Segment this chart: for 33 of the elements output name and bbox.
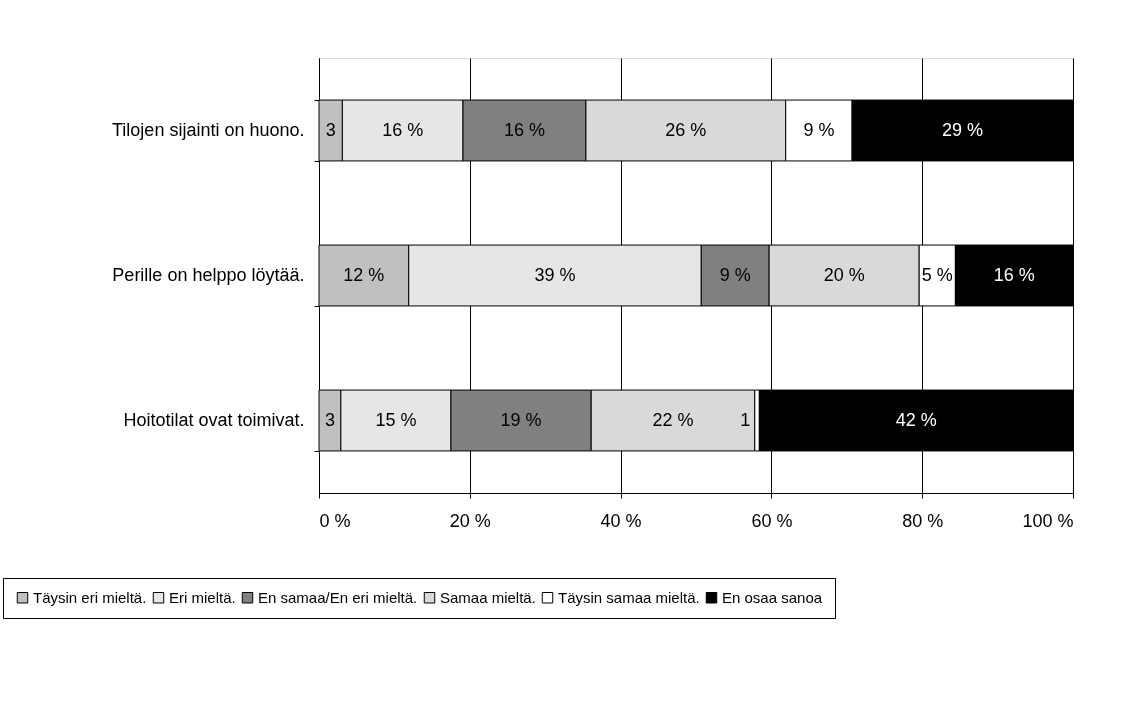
data-label: 5 %: [921, 264, 953, 285]
legend-label: Samaa mieltä.: [440, 588, 536, 606]
data-label: 16 %: [382, 119, 424, 140]
y-tick-label: Tilojen sijainti on huono.: [112, 120, 305, 140]
data-label: 26 %: [665, 119, 707, 140]
data-label: 3: [324, 409, 335, 430]
legend-label: Täysin samaa mieltä.: [558, 588, 700, 606]
data-label: 42 %: [895, 409, 937, 430]
data-label: 3: [325, 119, 336, 140]
data-label: 16 %: [993, 264, 1035, 285]
legend-label: Eri mieltä.: [169, 588, 236, 606]
legend-label: En samaa/En eri mieltä.: [258, 588, 418, 606]
x-tick-label: 100 %: [1022, 510, 1074, 531]
legend-label: Täysin eri mieltä.: [33, 588, 147, 606]
legend-label: En osaa sanoa: [722, 588, 823, 606]
data-label: 16 %: [503, 119, 545, 140]
x-tick-label: 20 %: [449, 510, 491, 531]
data-label: 20 %: [823, 264, 865, 285]
x-tick-label: 60 %: [751, 510, 793, 531]
x-tick-label: 0 %: [319, 510, 351, 531]
data-label: 1: [740, 409, 751, 430]
y-tick-label: Hoitotilat ovat toimivat.: [123, 410, 305, 430]
x-tick-label: 80 %: [902, 510, 944, 531]
data-label: 15 %: [375, 409, 417, 430]
x-tick-label: 40 %: [600, 510, 642, 531]
data-label: 9 %: [803, 119, 835, 140]
data-label: 22 %: [652, 409, 694, 430]
y-tick-label: Perille on helppo löytää.: [112, 265, 305, 285]
data-label: 12 %: [343, 264, 385, 285]
data-label: 39 %: [534, 264, 576, 285]
data-label: 19 %: [500, 409, 542, 430]
data-label: 29 %: [942, 119, 984, 140]
data-label: 9 %: [719, 264, 751, 285]
